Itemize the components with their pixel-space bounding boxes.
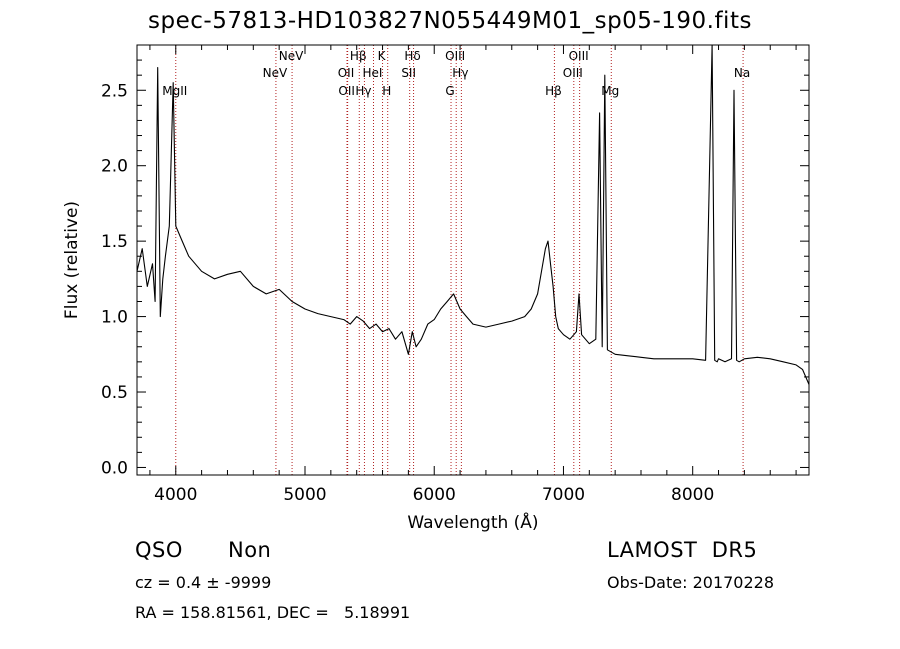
y-tick-label: 0.0 (101, 458, 128, 478)
object-subclass: Non (228, 538, 272, 562)
line-marker-label: SII (401, 66, 416, 80)
axes (136, 44, 810, 476)
x-tick-label: 7000 (542, 485, 585, 505)
survey-name: LAMOST DR5 (607, 538, 758, 562)
line-marker-label: Hβ (350, 49, 367, 63)
x-tick-label: 6000 (413, 485, 456, 505)
spectrum-series (136, 44, 810, 385)
line-marker-label: Mg (601, 84, 619, 98)
x-tick-label: 5000 (283, 485, 326, 505)
line-marker-label: HeI (363, 66, 383, 80)
line-marker-label: H (382, 84, 391, 98)
y-tick-label: 2.5 (101, 81, 128, 101)
x-tick-label: 4000 (154, 485, 197, 505)
line-marker-label: Hδ (404, 49, 420, 63)
line-marker-label: K (378, 49, 387, 63)
redshift-value: cz = 0.4 ± -9999 (135, 573, 272, 592)
line-marker-label: NeV (263, 66, 288, 80)
line-marker-label: Hβ (545, 84, 562, 98)
line-marker-label: NeV (279, 49, 304, 63)
line-markers: MgIINeVNeVOIIOIIHβHγHeIKHSIIHδGOIIIHγHβO… (162, 45, 750, 475)
line-marker-label: OIII (569, 49, 589, 63)
line-marker-label: Hγ (355, 84, 371, 98)
obs-date: Obs-Date: 20170228 (607, 573, 775, 592)
x-tick-label: 8000 (671, 485, 714, 505)
line-marker-label: Hγ (452, 66, 468, 80)
line-marker-label: OIII (563, 66, 583, 80)
line-marker-label: Na (734, 66, 750, 80)
y-tick-label: 1.5 (101, 232, 128, 252)
y-tick-label: 1.0 (101, 308, 128, 328)
spectrum-line (136, 44, 810, 385)
line-marker-label: MgII (162, 84, 187, 98)
y-axis-label: Flux (relative) (62, 201, 82, 319)
coordinates: RA = 158.81561, DEC = 5.18991 (135, 603, 411, 622)
chart-title: spec-57813-HD103827N055449M01_sp05-190.f… (148, 8, 752, 34)
line-marker-label: OII (338, 84, 355, 98)
object-class: QSO (135, 538, 183, 562)
line-marker-label: G (445, 84, 454, 98)
y-tick-label: 2.0 (101, 157, 128, 177)
axis-labels: 4000 5000 6000 7000 8000 0.0 0.5 1.0 1.5 2.0 2.5 Wa… (62, 81, 714, 533)
x-axis-label: Wavelength (Å) (407, 511, 538, 533)
y-tick-label: 0.5 (101, 383, 128, 403)
line-marker-label: OII (338, 66, 355, 80)
line-marker-label: OIII (445, 49, 465, 63)
plot-frame (136, 44, 810, 476)
